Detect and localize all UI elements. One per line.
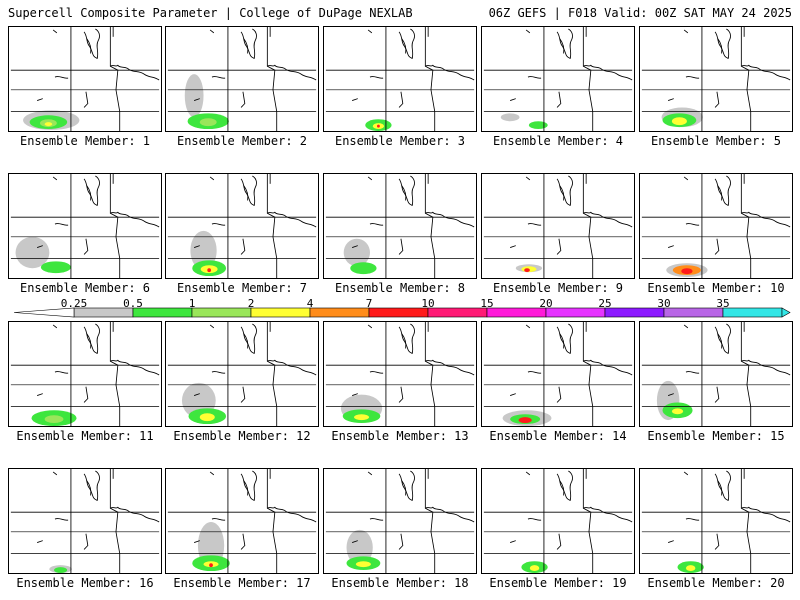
map-basemap bbox=[167, 27, 317, 131]
map-basemap bbox=[641, 469, 791, 573]
map-basemap bbox=[483, 174, 633, 278]
member-label: Ensemble Member: 1 bbox=[19, 134, 151, 148]
map-basemap bbox=[167, 174, 317, 278]
map-basemap bbox=[483, 322, 633, 426]
colorbar-swatch bbox=[486, 307, 547, 318]
colorbar-swatch bbox=[604, 307, 665, 318]
map-panel-member-1 bbox=[8, 26, 162, 132]
member-label: Ensemble Member: 12 bbox=[173, 429, 311, 443]
map-panel-member-18 bbox=[323, 468, 477, 574]
map-panel-member-7 bbox=[165, 173, 319, 279]
map-panel-member-5 bbox=[639, 26, 793, 132]
member-label: Ensemble Member: 13 bbox=[331, 429, 469, 443]
map-basemap bbox=[10, 469, 160, 573]
member-label: Ensemble Member: 7 bbox=[176, 281, 308, 295]
colorbar-swatch bbox=[250, 307, 311, 318]
chart-title: Supercell Composite Parameter | College … bbox=[8, 6, 413, 20]
map-basemap bbox=[483, 27, 633, 131]
map-basemap bbox=[167, 469, 317, 573]
map-basemap bbox=[641, 27, 791, 131]
colorbar-tick-label: 0.5 bbox=[123, 297, 143, 310]
member-label: Ensemble Member: 11 bbox=[16, 429, 154, 443]
map-panel-member-14 bbox=[481, 321, 635, 427]
member-label: Ensemble Member: 15 bbox=[647, 429, 785, 443]
member-label: Ensemble Member: 5 bbox=[650, 134, 782, 148]
colorbar-swatch bbox=[309, 307, 370, 318]
map-panel-member-3 bbox=[323, 26, 477, 132]
colorbar-tick-label: 1 bbox=[188, 297, 196, 310]
map-panel-member-6 bbox=[8, 173, 162, 279]
member-label: Ensemble Member: 3 bbox=[334, 134, 466, 148]
map-basemap bbox=[10, 174, 160, 278]
colorbar-swatch bbox=[191, 307, 252, 318]
colorbar-swatch bbox=[368, 307, 429, 318]
colorbar-swatch bbox=[427, 307, 488, 318]
map-panel-member-10 bbox=[639, 173, 793, 279]
colorbar-tick-label: 35 bbox=[716, 297, 730, 310]
colorbar-right-arrow bbox=[781, 307, 791, 318]
map-panel-member-12 bbox=[165, 321, 319, 427]
member-label: Ensemble Member: 6 bbox=[19, 281, 151, 295]
map-basemap bbox=[483, 469, 633, 573]
member-label: Ensemble Member: 18 bbox=[331, 576, 469, 590]
map-panel-member-17 bbox=[165, 468, 319, 574]
colorbar-swatch bbox=[663, 307, 724, 318]
member-label: Ensemble Member: 2 bbox=[176, 134, 308, 148]
map-panel-member-16 bbox=[8, 468, 162, 574]
colorbar-swatch bbox=[722, 307, 783, 318]
member-label: Ensemble Member: 4 bbox=[492, 134, 624, 148]
colorbar-tick-label: 20 bbox=[539, 297, 553, 310]
map-panel-member-4 bbox=[481, 26, 635, 132]
map-panel-member-20 bbox=[639, 468, 793, 574]
colorbar-tick-label: 15 bbox=[480, 297, 494, 310]
map-basemap bbox=[641, 322, 791, 426]
map-panel-member-13 bbox=[323, 321, 477, 427]
member-label: Ensemble Member: 16 bbox=[16, 576, 154, 590]
member-label: Ensemble Member: 19 bbox=[489, 576, 627, 590]
member-label: Ensemble Member: 20 bbox=[647, 576, 785, 590]
member-label: Ensemble Member: 17 bbox=[173, 576, 311, 590]
map-panel-member-15 bbox=[639, 321, 793, 427]
colorbar-tick-label: 4 bbox=[306, 297, 314, 310]
map-basemap bbox=[325, 322, 475, 426]
map-basemap bbox=[10, 322, 160, 426]
run-valid-time: 06Z GEFS | F018 Valid: 00Z SAT MAY 24 20… bbox=[488, 6, 792, 20]
map-panel-member-9 bbox=[481, 173, 635, 279]
map-panel-member-19 bbox=[481, 468, 635, 574]
member-label: Ensemble Member: 10 bbox=[647, 281, 785, 295]
map-panel-member-8 bbox=[323, 173, 477, 279]
map-panel-member-11 bbox=[8, 321, 162, 427]
colorbar-tick-label: 2 bbox=[247, 297, 255, 310]
colorbar-tick-label: 10 bbox=[421, 297, 435, 310]
map-basemap bbox=[167, 322, 317, 426]
map-panel-member-2 bbox=[165, 26, 319, 132]
map-basemap bbox=[325, 27, 475, 131]
map-basemap bbox=[641, 174, 791, 278]
colorbar-tick-label: 0.25 bbox=[60, 297, 88, 310]
colorbar-swatch bbox=[545, 307, 606, 318]
member-label: Ensemble Member: 14 bbox=[489, 429, 627, 443]
map-basemap bbox=[10, 27, 160, 131]
map-basemap bbox=[325, 174, 475, 278]
map-basemap bbox=[325, 469, 475, 573]
colorbar-tick-label: 7 bbox=[365, 297, 373, 310]
member-label: Ensemble Member: 9 bbox=[492, 281, 624, 295]
member-label: Ensemble Member: 8 bbox=[334, 281, 466, 295]
colorbar-tick-label: 30 bbox=[657, 297, 671, 310]
colorbar-tick-label: 25 bbox=[598, 297, 612, 310]
